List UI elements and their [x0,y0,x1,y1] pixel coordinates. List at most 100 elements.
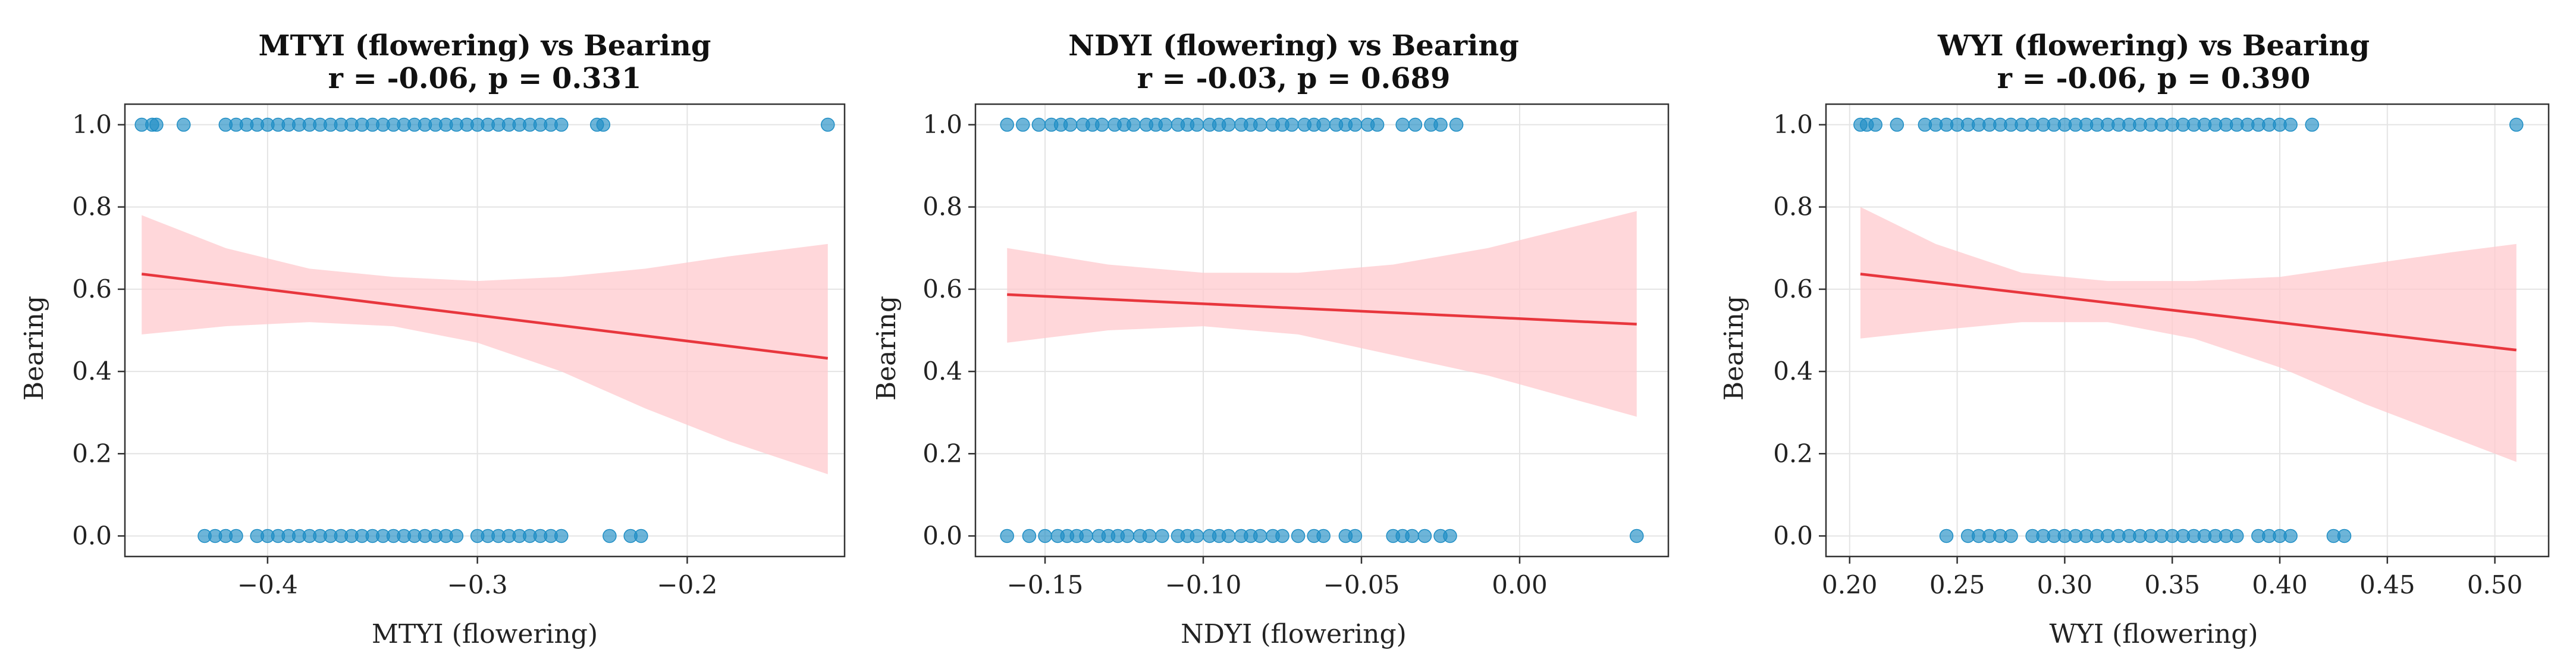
y-axis-label: Bearing [1719,296,1749,401]
data-point [1285,117,1299,132]
y-tick-label: 0.6 [72,274,112,304]
y-tick-label: 0.4 [1773,357,1813,386]
data-point [596,117,611,132]
data-point [1417,529,1432,543]
regression-line [1007,293,1637,326]
data-point [1031,117,1046,132]
panel-subtitle: r = -0.06, p = 0.390 [1997,62,2311,95]
x-tick-label: −0.10 [1165,570,1242,599]
data-point [1190,117,1204,132]
data-point [1443,529,1457,543]
data-point [1370,117,1385,132]
data-point [1221,529,1236,543]
data-point [1022,529,1037,543]
x-tick-label: −0.2 [657,570,717,599]
data-point [1408,117,1423,132]
confidence-band [142,215,828,474]
data-point [2337,529,2352,543]
data-point [1405,529,1419,543]
y-tick-label: 1.0 [1773,110,1813,139]
panel-title: MTYI (flowering) vs Bearing [259,29,711,62]
data-point [1275,529,1289,543]
data-point [1348,529,1363,543]
data-point [1630,529,1644,543]
x-axis-label: WYI (flowering) [2049,619,2258,649]
data-point [1348,117,1363,132]
data-point [1079,529,1093,543]
data-point [1890,117,1904,132]
data-point [603,529,617,543]
x-tick-label: 0.40 [2252,570,2308,599]
x-tick-label: 0.20 [1822,570,1878,599]
x-tick-label: 0.50 [2467,570,2523,599]
data-point [554,117,569,132]
x-axis-label: NDYI (flowering) [1181,619,1407,649]
data-point [1253,117,1267,132]
data-point [821,117,835,132]
panel-title: WYI (flowering) vs Bearing [1937,29,2370,62]
data-point [2283,117,2298,132]
x-tick-label: 0.45 [2359,570,2415,599]
y-tick-label: 0.8 [72,192,112,221]
data-point [229,529,243,543]
data-point [1000,117,1014,132]
data-point [1142,529,1157,543]
data-point [2305,117,2319,132]
x-axis-label: MTYI (flowering) [372,619,598,649]
plot-area: 0.20 0.25 0.30 0.35 0.40 0.45 0.50 0.0 0.2 0.4 0.6… [1773,103,2550,599]
confidence-band [1007,211,1637,417]
y-tick-label: 0.2 [923,439,962,468]
y-tick-label: 1.0 [923,110,962,139]
data-point [1038,529,1052,543]
y-tick-label: 0.0 [1773,521,1813,550]
confidence-band [1860,207,2517,462]
panel-ndyi: −0.15 −0.10 −0.05 0.00 0.0 0.2 0.4 0.6 0.8 1.0 ND… [871,29,1670,649]
data-point [449,529,464,543]
data-point [1291,529,1306,543]
axes-frame [1825,103,2550,558]
data-point [1939,529,1954,543]
panel-subtitle: r = -0.03, p = 0.689 [1137,62,1451,95]
data-point [1449,117,1464,132]
data-point [1095,117,1109,132]
data-point [1063,117,1078,132]
panel-mtyi: −0.4 −0.3 −0.2 0.0 0.2 0.4 0.6 0.8 1.0 MTYI (flo… [19,29,846,649]
regression-line [141,273,829,360]
plot-area: −0.4 −0.3 −0.2 0.0 0.2 0.4 0.6 0.8 1.0 [72,103,846,599]
data-point [1253,529,1267,543]
data-point [1016,117,1030,132]
data-point [1000,529,1014,543]
y-tick-label: 0.2 [1773,439,1813,468]
y-tick-label: 0.6 [923,274,962,304]
panel-title: NDYI (flowering) vs Bearing [1068,29,1519,62]
y-tick-label: 0.0 [923,521,962,550]
y-tick-label: 0.8 [923,192,962,221]
x-tick-label: 0.00 [1492,570,1548,599]
data-point [1120,529,1135,543]
panel-subtitle: r = -0.06, p = 0.331 [328,62,642,95]
plot-area: −0.15 −0.10 −0.05 0.00 0.0 0.2 0.4 0.6 0.8 1.0 [923,103,1670,599]
data-point [1158,117,1172,132]
x-tick-label: −0.05 [1323,570,1400,599]
data-point [1433,117,1448,132]
y-tick-label: 1.0 [72,110,112,139]
data-point [1127,117,1141,132]
data-point [1868,117,1882,132]
x-tick-label: −0.15 [1007,570,1084,599]
x-tick-label: 0.30 [2037,570,2093,599]
axes-frame [124,103,846,558]
data-point [1316,529,1331,543]
data-point [177,117,191,132]
data-point [1316,117,1331,132]
data-point [1221,117,1236,132]
x-tick-label: −0.4 [237,570,298,599]
data-point [2229,529,2244,543]
data-point [554,529,569,543]
data-point [1190,529,1204,543]
data-point [634,529,648,543]
regression-line [1860,273,2517,352]
x-tick-label: 0.35 [2144,570,2200,599]
data-point [2509,117,2524,132]
y-tick-label: 0.4 [72,357,112,386]
